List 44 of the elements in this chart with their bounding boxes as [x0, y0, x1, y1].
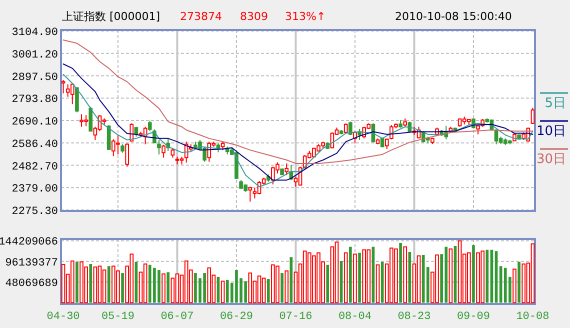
bar [280, 273, 284, 303]
text: 2010-10-08 15:00:40 [395, 10, 512, 23]
bar [107, 266, 110, 303]
legend-label: 30日 [536, 152, 566, 167]
x-tick-label: 09-09 [456, 311, 490, 323]
y-tick-label: 48069689 [5, 278, 58, 290]
x-tick-label: 04-30 [46, 311, 80, 323]
bar [358, 252, 361, 303]
bar [326, 264, 330, 303]
y-tick-label: 2690.10 [12, 116, 58, 128]
y-tick-label: 96139377 [5, 257, 58, 270]
legend-label: 10日 [536, 124, 566, 139]
x-tick-label: 08-23 [398, 311, 431, 323]
bar [121, 273, 124, 303]
bar [166, 272, 170, 303]
y-tick-label: 3104.90 [12, 27, 58, 39]
text: 8309 [240, 10, 268, 23]
y-tick-label: 2586.40 [12, 138, 58, 151]
x-tick-label: 06-07 [160, 311, 194, 323]
x-tick-label: 06-29 [220, 311, 253, 323]
bar [89, 264, 92, 303]
y-tick-label: 2275.30 [12, 206, 58, 218]
text: 273874 [180, 10, 222, 23]
y-tick-label: 2897.50 [12, 72, 58, 84]
bar [472, 245, 475, 303]
y-tick-label: 3001.20 [12, 49, 58, 62]
x-tick-label: 07-16 [279, 311, 312, 323]
chart-title: 上证指数 [000001] [62, 10, 160, 23]
x-tick-label: 05-19 [101, 311, 134, 323]
bar [349, 246, 352, 303]
line-series [62, 40, 534, 164]
legend-label: 5日 [544, 96, 566, 111]
bar [486, 250, 489, 303]
bar [266, 279, 270, 303]
y-tick-label: 2379.00 [12, 184, 58, 196]
y-tick-label: 2482.70 [12, 161, 58, 174]
bar [399, 242, 402, 303]
x-tick-label: 10-08 [516, 311, 550, 323]
bar [76, 262, 78, 303]
bar [426, 267, 430, 303]
text: 313%↑ [285, 10, 326, 23]
bar [518, 262, 520, 303]
x-tick-label: 08-04 [338, 311, 372, 323]
y-tick-label: 2793.80 [12, 94, 58, 106]
